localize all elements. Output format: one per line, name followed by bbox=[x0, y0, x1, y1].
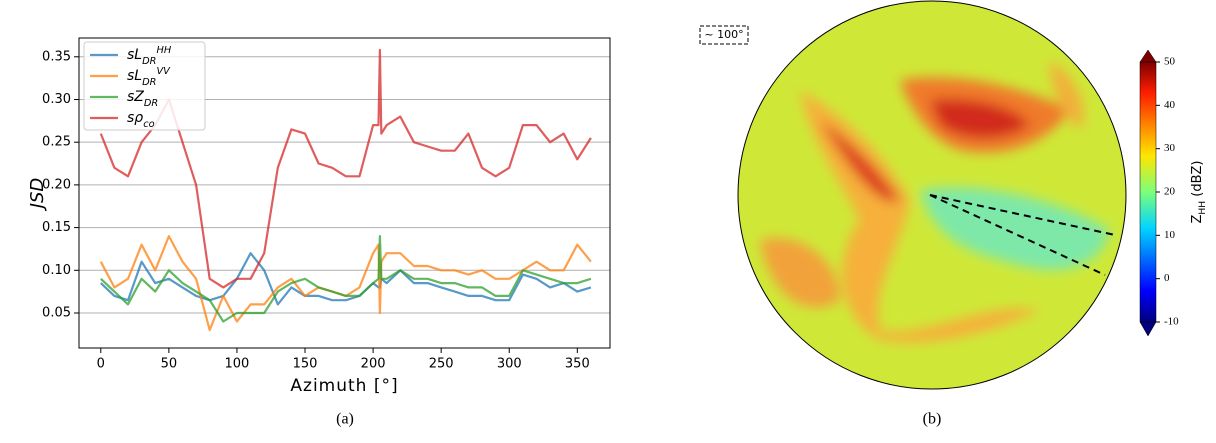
radar-image: ~ 100° bbox=[699, 0, 1157, 390]
x-tick-label: 50 bbox=[161, 357, 178, 372]
colorbar-tick-label: -10 bbox=[1164, 316, 1179, 328]
colorbar-tick-label: 30 bbox=[1164, 142, 1176, 154]
legend-label: sLDRHH bbox=[127, 45, 172, 67]
colorbar-label: ZHH (dBZ) bbox=[1190, 161, 1208, 224]
x-tick-label: 100 bbox=[225, 357, 250, 372]
plot-frame bbox=[78, 37, 611, 349]
legend-label: sρco bbox=[127, 110, 155, 130]
y-tick-label: 0.20 bbox=[42, 177, 71, 192]
colorbar-tick-label: 50 bbox=[1164, 56, 1176, 68]
x-tick-label: 0 bbox=[97, 357, 105, 372]
x-tick-label: 200 bbox=[361, 357, 386, 372]
y-tick-label: 0.15 bbox=[42, 220, 71, 235]
y-tick-label: 0.25 bbox=[42, 135, 71, 150]
x-axis-label: Azimuth [°] bbox=[290, 376, 398, 396]
y-axis-label: JSD bbox=[27, 178, 48, 212]
y-tick-label: 0.35 bbox=[42, 49, 71, 64]
legend-frame bbox=[83, 41, 206, 131]
colorbar-tick-label: 20 bbox=[1164, 186, 1176, 198]
colorbar-tick-label: 0 bbox=[1164, 272, 1170, 284]
colorbar-tick-label: 10 bbox=[1164, 229, 1176, 241]
caption: (b) bbox=[923, 411, 942, 428]
x-tick-label: 350 bbox=[565, 357, 590, 372]
legend-label: sZDR bbox=[127, 89, 158, 109]
series-line bbox=[100, 235, 592, 323]
series-line bbox=[99, 48, 592, 289]
x-tick-label: 150 bbox=[293, 357, 318, 372]
series-line bbox=[99, 235, 592, 332]
x-tick-label: 300 bbox=[497, 357, 522, 372]
colorbar-tick-label: 40 bbox=[1164, 99, 1176, 111]
y-tick-label: 0.10 bbox=[42, 263, 71, 278]
annotation: ~ 100° bbox=[704, 28, 743, 41]
x-tick-label: 250 bbox=[429, 357, 454, 372]
caption: (a) bbox=[336, 411, 354, 428]
y-tick-label: 0.30 bbox=[42, 92, 71, 107]
legend-label: sLDRVV bbox=[127, 66, 171, 88]
y-tick-label: 0.05 bbox=[42, 305, 71, 320]
